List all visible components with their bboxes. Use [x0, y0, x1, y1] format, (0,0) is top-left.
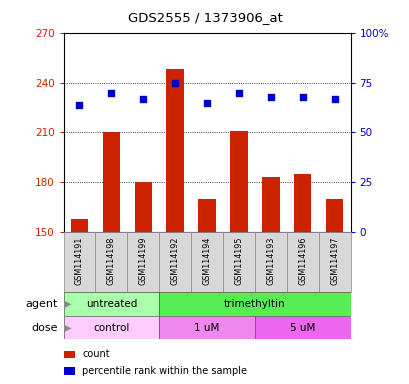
Bar	[229, 131, 247, 232]
Text: ▶: ▶	[63, 323, 71, 333]
Point	[267, 93, 274, 99]
Text: untreated: untreated	[85, 299, 137, 309]
Text: trimethyltin: trimethyltin	[224, 299, 285, 309]
Text: GSM114197: GSM114197	[329, 237, 338, 285]
Text: GSM114196: GSM114196	[297, 237, 306, 285]
Bar	[254, 232, 286, 292]
Text: GSM114194: GSM114194	[202, 237, 211, 285]
Text: count: count	[82, 349, 110, 359]
Bar	[63, 316, 159, 339]
Bar	[63, 232, 95, 292]
Bar	[63, 367, 75, 375]
Text: agent: agent	[25, 299, 57, 309]
Bar	[325, 199, 343, 232]
Bar	[318, 232, 350, 292]
Point	[76, 101, 83, 108]
Bar	[293, 174, 311, 232]
Text: GSM114192: GSM114192	[170, 237, 179, 285]
Bar	[222, 232, 254, 292]
Text: GSM114198: GSM114198	[107, 237, 116, 285]
Point	[235, 89, 242, 96]
Text: GSM114193: GSM114193	[266, 237, 275, 285]
Point	[171, 79, 178, 86]
Point	[203, 99, 210, 106]
Bar	[63, 292, 159, 316]
Bar	[63, 351, 75, 358]
Text: GSM114199: GSM114199	[138, 237, 147, 285]
Bar	[254, 316, 350, 339]
Bar	[166, 69, 184, 232]
Text: control: control	[93, 323, 129, 333]
Bar	[102, 132, 120, 232]
Text: GSM114191: GSM114191	[75, 237, 84, 285]
Bar	[95, 232, 127, 292]
Bar	[261, 177, 279, 232]
Text: ▶: ▶	[63, 299, 71, 309]
Bar	[286, 232, 318, 292]
Bar	[191, 232, 222, 292]
Bar	[198, 199, 215, 232]
Text: 5 uM: 5 uM	[289, 323, 315, 333]
Bar	[159, 232, 191, 292]
Text: percentile rank within the sample: percentile rank within the sample	[82, 366, 247, 376]
Bar	[159, 316, 254, 339]
Point	[330, 96, 337, 102]
Bar	[134, 182, 152, 232]
Text: 1 uM: 1 uM	[194, 323, 219, 333]
Point	[108, 89, 115, 96]
Bar	[159, 292, 350, 316]
Point	[299, 93, 305, 99]
Point	[139, 96, 146, 102]
Text: dose: dose	[31, 323, 57, 333]
Text: GSM114195: GSM114195	[234, 237, 243, 285]
Text: GDS2555 / 1373906_at: GDS2555 / 1373906_at	[127, 11, 282, 24]
Bar	[127, 232, 159, 292]
Bar	[70, 219, 88, 232]
